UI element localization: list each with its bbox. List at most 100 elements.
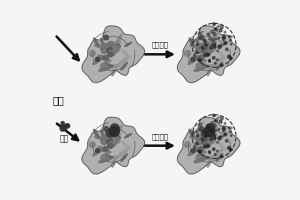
Circle shape	[204, 43, 207, 46]
Circle shape	[219, 29, 222, 32]
Circle shape	[214, 134, 216, 136]
Circle shape	[230, 149, 232, 151]
Circle shape	[211, 44, 213, 46]
Circle shape	[218, 116, 220, 118]
Ellipse shape	[122, 50, 130, 59]
Ellipse shape	[99, 65, 114, 71]
Circle shape	[89, 50, 95, 56]
Circle shape	[199, 150, 200, 152]
Circle shape	[195, 51, 198, 54]
Ellipse shape	[194, 65, 209, 71]
Circle shape	[208, 129, 211, 132]
Circle shape	[204, 145, 206, 148]
Ellipse shape	[121, 154, 128, 161]
Circle shape	[217, 59, 218, 61]
Circle shape	[218, 45, 221, 49]
Circle shape	[230, 135, 232, 136]
Circle shape	[203, 133, 209, 139]
Circle shape	[103, 135, 107, 139]
Circle shape	[198, 126, 203, 131]
Circle shape	[224, 31, 226, 33]
Ellipse shape	[125, 134, 132, 138]
Circle shape	[203, 50, 209, 56]
Circle shape	[216, 130, 217, 131]
Circle shape	[211, 122, 214, 125]
Circle shape	[196, 63, 202, 70]
Circle shape	[222, 127, 225, 130]
Circle shape	[196, 135, 198, 137]
Circle shape	[207, 54, 209, 56]
Ellipse shape	[94, 38, 99, 47]
Circle shape	[102, 35, 107, 40]
Ellipse shape	[112, 156, 117, 167]
Circle shape	[199, 123, 202, 126]
Circle shape	[209, 138, 212, 140]
Circle shape	[219, 120, 222, 123]
Circle shape	[101, 47, 107, 53]
Ellipse shape	[94, 129, 99, 138]
Circle shape	[108, 141, 114, 148]
Circle shape	[204, 54, 206, 56]
Ellipse shape	[105, 62, 112, 66]
Ellipse shape	[220, 42, 227, 46]
Circle shape	[114, 137, 120, 143]
Circle shape	[214, 62, 216, 64]
Circle shape	[213, 23, 215, 25]
Circle shape	[199, 150, 201, 153]
Circle shape	[207, 33, 210, 36]
Ellipse shape	[199, 42, 216, 47]
Ellipse shape	[98, 55, 111, 62]
Circle shape	[204, 139, 208, 143]
Circle shape	[202, 140, 207, 144]
Circle shape	[197, 143, 199, 145]
Circle shape	[102, 57, 105, 60]
Ellipse shape	[207, 156, 212, 167]
Circle shape	[217, 141, 218, 143]
Circle shape	[214, 29, 216, 30]
Circle shape	[220, 64, 223, 66]
Circle shape	[62, 126, 67, 131]
Ellipse shape	[116, 57, 128, 67]
Circle shape	[206, 124, 214, 132]
Circle shape	[108, 143, 113, 148]
Circle shape	[209, 46, 212, 49]
Circle shape	[110, 142, 115, 147]
Circle shape	[196, 138, 202, 145]
Circle shape	[199, 59, 200, 60]
Circle shape	[224, 133, 227, 135]
Circle shape	[101, 138, 107, 145]
Ellipse shape	[220, 134, 227, 138]
Circle shape	[199, 59, 201, 62]
Ellipse shape	[190, 45, 202, 48]
Circle shape	[106, 129, 114, 137]
Ellipse shape	[99, 156, 114, 163]
Circle shape	[95, 57, 100, 61]
Circle shape	[206, 51, 210, 56]
Ellipse shape	[210, 43, 213, 53]
Ellipse shape	[188, 56, 200, 64]
Circle shape	[196, 137, 200, 141]
Circle shape	[216, 26, 218, 29]
Circle shape	[222, 35, 225, 38]
Ellipse shape	[200, 62, 207, 66]
Ellipse shape	[112, 65, 117, 76]
Circle shape	[224, 41, 227, 44]
Circle shape	[206, 44, 207, 46]
Ellipse shape	[212, 57, 224, 67]
Circle shape	[202, 48, 207, 53]
Circle shape	[209, 152, 210, 154]
Ellipse shape	[200, 154, 207, 158]
Circle shape	[205, 127, 214, 136]
Ellipse shape	[216, 154, 223, 161]
Ellipse shape	[98, 146, 111, 153]
Circle shape	[220, 26, 223, 29]
Text: 兩步標記: 兩步標記	[152, 42, 168, 48]
Ellipse shape	[100, 38, 104, 47]
Circle shape	[208, 59, 210, 61]
Circle shape	[212, 39, 215, 42]
Circle shape	[198, 35, 203, 40]
Circle shape	[207, 145, 209, 147]
Circle shape	[229, 56, 231, 58]
Circle shape	[230, 36, 232, 38]
Circle shape	[108, 139, 113, 143]
